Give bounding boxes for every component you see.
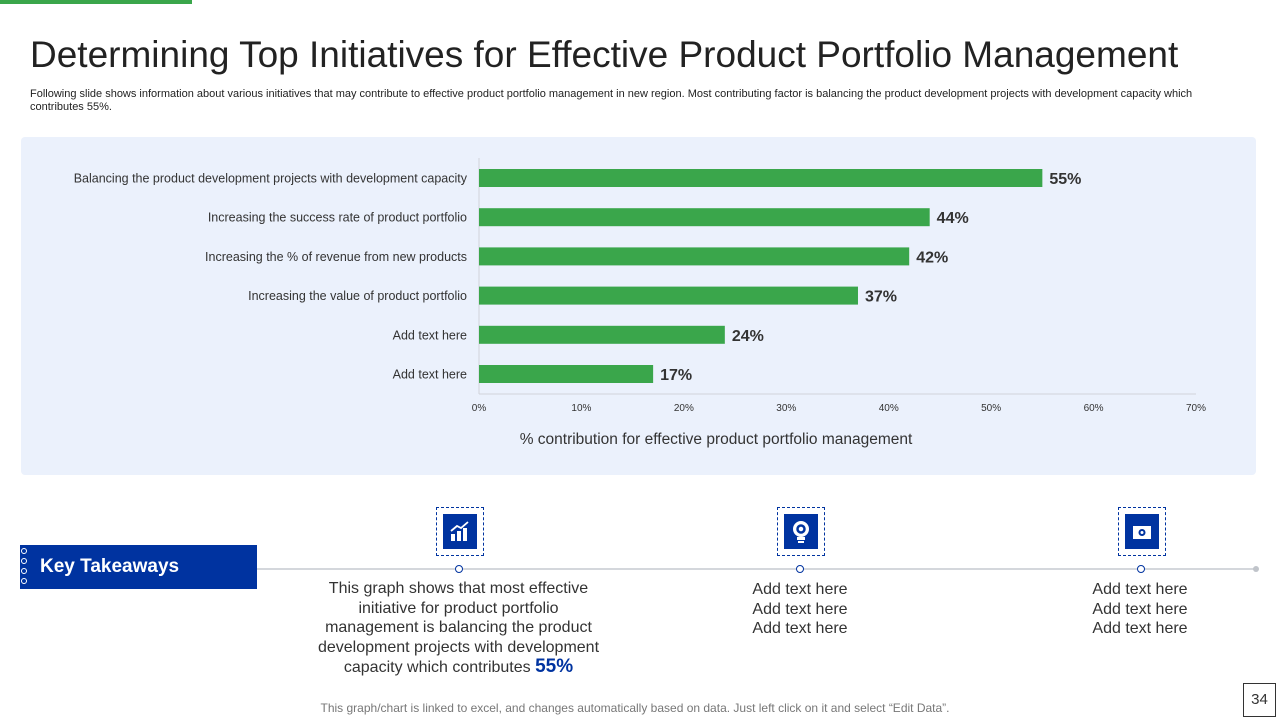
- takeaway-line: capacity which contributes 55%: [300, 657, 617, 678]
- key-takeaways-label: Key Takeaways: [40, 556, 180, 577]
- takeaway-line: Add text here: [752, 620, 848, 637]
- takeaway-line: This graph shows that most effective: [328, 580, 589, 597]
- footer-note: This graph/chart is linked to excel, and…: [320, 701, 950, 715]
- x-tick-label: 0%: [472, 403, 487, 414]
- data-label: 55%: [1049, 171, 1081, 188]
- timeline-node: [1137, 565, 1145, 573]
- x-axis-title: % contribution for effective product por…: [520, 431, 913, 448]
- data-label: 44%: [937, 210, 969, 227]
- x-tick-label: 70%: [1186, 403, 1206, 414]
- bar[interactable]: [479, 247, 910, 266]
- takeaway-text-2: Add text here Add text here Add text her…: [700, 580, 900, 639]
- category-label: Increasing the success rate of product p…: [208, 211, 467, 225]
- takeaway-line: development projects with development: [317, 638, 600, 656]
- chart-panel: [21, 137, 1256, 475]
- x-tick-label: 10%: [571, 403, 591, 414]
- bar[interactable]: [479, 325, 725, 344]
- takeaway-line: Add text here: [1092, 581, 1188, 598]
- category-label: Increasing the % of revenue from new pro…: [205, 250, 467, 264]
- timeline-end-dot: [1253, 566, 1259, 572]
- bar[interactable]: [479, 208, 930, 227]
- takeaway-line: Add text here: [752, 581, 848, 598]
- takeaway-text-1: This graph shows that most effective ini…: [300, 579, 617, 678]
- category-label: Balancing the product development projec…: [74, 172, 468, 186]
- key-takeaways-banner: Key Takeaways: [20, 545, 257, 589]
- data-label: 17%: [660, 367, 692, 384]
- x-tick-label: 20%: [674, 403, 694, 414]
- x-tick-label: 60%: [1084, 403, 1104, 414]
- page-number: 34: [1243, 683, 1276, 717]
- data-label: 42%: [916, 249, 948, 266]
- chart-growth-icon: [436, 507, 484, 556]
- top-accent-bar: [0, 0, 192, 4]
- timeline-line: [257, 568, 1255, 570]
- takeaway-text-3: Add text here Add text here Add text her…: [1040, 580, 1240, 639]
- takeaway-line-text: capacity which contributes: [343, 659, 531, 676]
- data-label: 37%: [865, 289, 897, 306]
- timeline-node: [796, 565, 804, 573]
- category-label: Add text here: [393, 328, 467, 342]
- takeaway-line: Add text here: [752, 600, 848, 618]
- highlight-value: 55%: [535, 656, 574, 677]
- takeaway-line: Add text here: [1092, 620, 1188, 637]
- category-label: Increasing the value of product portfoli…: [248, 289, 467, 303]
- takeaway-line: initiative for product portfolio: [358, 599, 559, 617]
- x-tick-label: 30%: [776, 403, 796, 414]
- data-label: 24%: [732, 328, 764, 345]
- page-subtitle: Following slide shows information about …: [30, 88, 1193, 113]
- lightbulb-gear-icon: [777, 507, 825, 556]
- page-title: Determining Top Initiatives for Effectiv…: [30, 34, 1179, 75]
- timeline-node: [455, 565, 463, 573]
- bar[interactable]: [479, 365, 654, 383]
- category-label: Add text here: [393, 368, 467, 382]
- bar-chart[interactable]: Balancing the product development projec…: [0, 0, 1280, 480]
- x-tick-label: 50%: [981, 403, 1001, 414]
- takeaway-line: Add text here: [1092, 600, 1188, 618]
- x-tick-label: 40%: [879, 403, 899, 414]
- bar[interactable]: [479, 169, 1043, 187]
- takeaway-line: management is balancing the product: [325, 619, 592, 636]
- bar[interactable]: [479, 286, 858, 305]
- decorative-dots: [21, 548, 27, 584]
- camera-icon: [1118, 507, 1166, 556]
